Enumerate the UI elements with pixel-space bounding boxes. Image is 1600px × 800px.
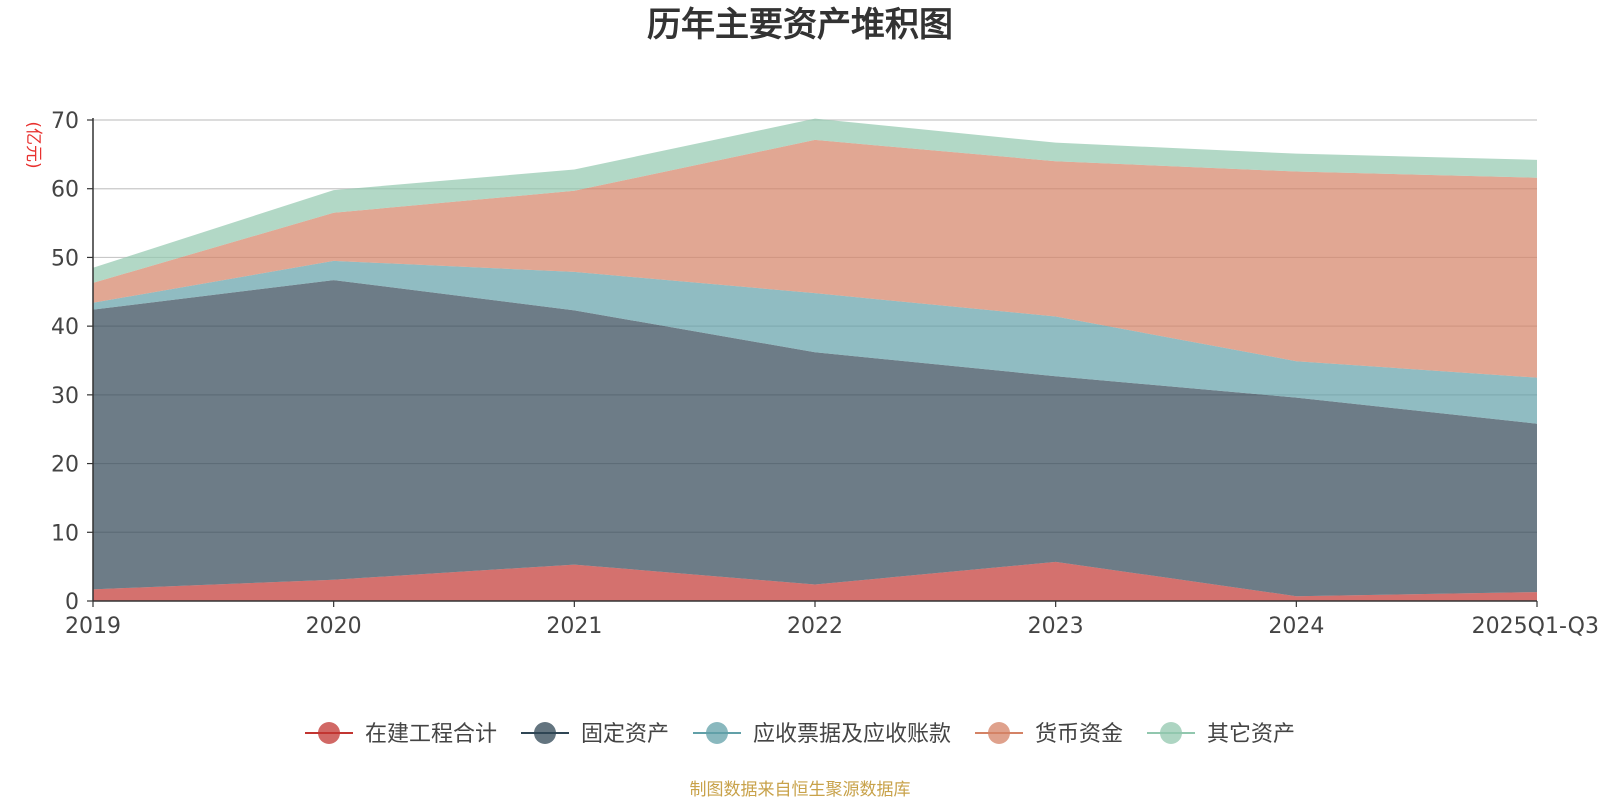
area-series-1[interactable]: [93, 280, 1537, 597]
x-tick-label: 2025Q1-Q3: [1472, 614, 1599, 639]
legend-label: 货币资金: [1035, 722, 1123, 747]
axes: 0 10 20 30 40 50 60 70 2019 2020 2021 2022 2023 2024 2…: [51, 109, 1599, 639]
legend: 在建工程合计 固定资产 应收票据及应收账款 货币资金 其它资产: [305, 722, 1295, 747]
y-tick-label: 40: [51, 315, 79, 340]
legend-marker: [988, 722, 1010, 744]
legend-marker: [318, 722, 340, 744]
y-tick-label: 20: [51, 453, 79, 478]
area-series-3[interactable]: [93, 139, 1537, 378]
y-tick-label: 50: [51, 246, 79, 271]
legend-item-1[interactable]: 固定资产: [521, 722, 669, 747]
area-series-group: [93, 118, 1537, 601]
legend-label: 固定资产: [581, 722, 669, 747]
y-tick-label: 70: [51, 109, 79, 134]
legend-item-3[interactable]: 货币资金: [975, 722, 1123, 747]
area-series-0[interactable]: [93, 561, 1537, 601]
legend-label: 其它资产: [1207, 722, 1295, 747]
legend-marker: [706, 722, 728, 744]
x-tick-label: 2020: [306, 614, 362, 639]
y-tick-label: 0: [65, 590, 79, 615]
y-tick-label: 10: [51, 521, 79, 546]
x-tick-label: 2024: [1268, 614, 1324, 639]
legend-label: 在建工程合计: [365, 722, 497, 747]
x-tick-label: 2022: [787, 614, 843, 639]
chart-title: 历年主要资产堆积图: [647, 5, 953, 45]
x-tick-label: 2023: [1028, 614, 1084, 639]
legend-item-0[interactable]: 在建工程合计: [305, 722, 497, 747]
x-tick-label: 2019: [65, 614, 121, 639]
legend-marker: [534, 722, 556, 744]
legend-item-2[interactable]: 应收票据及应收账款: [693, 722, 951, 747]
x-tick-label: 2021: [546, 614, 602, 639]
legend-label: 应收票据及应收账款: [753, 722, 951, 747]
area-series-2[interactable]: [93, 260, 1537, 424]
source-note: 制图数据来自恒生聚源数据库: [690, 780, 911, 800]
area-series-4[interactable]: [93, 118, 1537, 283]
legend-item-4[interactable]: 其它资产: [1147, 722, 1295, 747]
y-tick-label: 30: [51, 384, 79, 409]
legend-marker: [1160, 722, 1182, 744]
y-axis-unit-label: (亿元): [23, 121, 43, 168]
y-tick-label: 60: [51, 178, 79, 203]
